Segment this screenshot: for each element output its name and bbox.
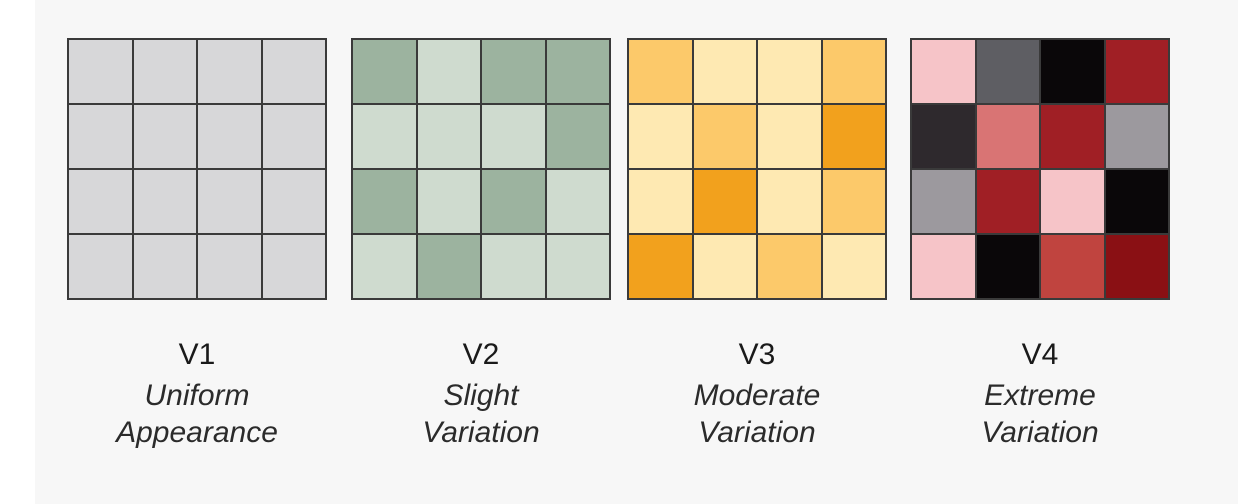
swatch-cell xyxy=(911,234,976,299)
swatch-cell xyxy=(975,234,1040,299)
swatch-cell xyxy=(261,39,326,104)
swatch-cell xyxy=(692,39,757,104)
swatch-cell xyxy=(1104,104,1169,169)
swatch-cell xyxy=(1040,169,1105,234)
swatch-cell xyxy=(197,104,262,169)
swatch-cell xyxy=(132,39,197,104)
swatch-cell xyxy=(261,169,326,234)
swatch-cell xyxy=(416,39,481,104)
description-line-1: Slight xyxy=(443,379,519,412)
grid-v3 xyxy=(627,38,887,300)
swatch-cell xyxy=(692,169,757,234)
swatch-cell xyxy=(911,104,976,169)
swatch-cell xyxy=(975,169,1040,234)
panel-v2: V2 Slight Variation xyxy=(351,38,611,451)
description-line-2: Variation xyxy=(698,416,816,449)
description-line-1: Uniform xyxy=(144,379,250,412)
swatch-cell xyxy=(628,104,693,169)
swatch-cell xyxy=(821,39,886,104)
swatch-cell xyxy=(416,104,481,169)
swatch-cell xyxy=(1104,234,1169,299)
swatch-cell xyxy=(197,169,262,234)
panel-v3: V3 Moderate Variation xyxy=(627,38,887,451)
version-description: Slight Variation xyxy=(351,377,611,451)
swatch-cell xyxy=(352,234,417,299)
swatch-cell xyxy=(352,104,417,169)
swatch-cell xyxy=(481,104,546,169)
swatch-cell xyxy=(197,39,262,104)
grid-v1 xyxy=(67,38,327,300)
swatch-cell xyxy=(628,169,693,234)
swatch-cell xyxy=(692,234,757,299)
swatch-cell xyxy=(911,169,976,234)
panel-v4: V4 Extreme Variation xyxy=(910,38,1170,451)
swatch-cell xyxy=(481,234,546,299)
swatch-cell xyxy=(68,169,133,234)
swatch-cell xyxy=(1040,39,1105,104)
swatch-cell xyxy=(1104,39,1169,104)
swatch-cell xyxy=(821,234,886,299)
swatch-cell xyxy=(197,234,262,299)
description-line-2: Appearance xyxy=(116,416,278,449)
version-description: Extreme Variation xyxy=(910,377,1170,451)
swatch-cell xyxy=(628,39,693,104)
swatch-cell xyxy=(1104,169,1169,234)
swatch-cell xyxy=(481,169,546,234)
swatch-cell xyxy=(692,104,757,169)
swatch-cell xyxy=(68,39,133,104)
description-line-1: Moderate xyxy=(693,379,821,412)
swatch-cell xyxy=(416,234,481,299)
grid-v2 xyxy=(351,38,611,300)
swatch-cell xyxy=(975,104,1040,169)
swatch-cell xyxy=(132,104,197,169)
swatch-cell xyxy=(352,169,417,234)
swatch-cell xyxy=(821,169,886,234)
description-line-2: Variation xyxy=(422,416,540,449)
swatch-cell xyxy=(132,234,197,299)
swatch-cell xyxy=(545,39,610,104)
version-code: V1 xyxy=(178,338,216,371)
panel-v1: V1 Uniform Appearance xyxy=(67,38,327,451)
swatch-cell xyxy=(261,104,326,169)
swatch-cell xyxy=(911,39,976,104)
grid-v4 xyxy=(910,38,1170,300)
swatch-cell xyxy=(1040,104,1105,169)
swatch-cell xyxy=(757,169,822,234)
version-code: V4 xyxy=(1021,338,1059,371)
version-code: V3 xyxy=(738,338,776,371)
swatch-cell xyxy=(352,39,417,104)
description-line-2: Variation xyxy=(981,416,1099,449)
version-description: Uniform Appearance xyxy=(67,377,327,451)
version-description: Moderate Variation xyxy=(627,377,887,451)
swatch-cell xyxy=(821,104,886,169)
swatch-cell xyxy=(481,39,546,104)
description-line-1: Extreme xyxy=(984,379,1096,412)
swatch-cell xyxy=(1040,234,1105,299)
swatch-cell xyxy=(261,234,326,299)
swatch-cell xyxy=(68,234,133,299)
swatch-cell xyxy=(628,234,693,299)
swatch-cell xyxy=(545,234,610,299)
figure: V1 Uniform Appearance V2 Slight Variatio… xyxy=(35,0,1238,504)
version-code: V2 xyxy=(462,338,500,371)
swatch-cell xyxy=(757,104,822,169)
swatch-cell xyxy=(975,39,1040,104)
swatch-cell xyxy=(68,104,133,169)
swatch-cell xyxy=(416,169,481,234)
swatch-cell xyxy=(132,169,197,234)
swatch-cell xyxy=(757,39,822,104)
swatch-cell xyxy=(757,234,822,299)
swatch-cell xyxy=(545,169,610,234)
swatch-cell xyxy=(545,104,610,169)
